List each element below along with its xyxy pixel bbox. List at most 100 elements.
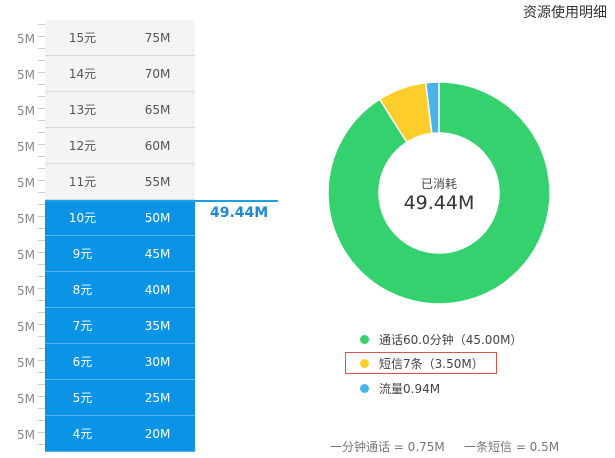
tier-data-amount: 70M bbox=[144, 66, 171, 81]
tier-price: 4元 bbox=[72, 427, 93, 441]
tier-row: 8元 40M bbox=[45, 272, 195, 308]
scale-label: 5M bbox=[17, 428, 35, 442]
scale-tick bbox=[38, 432, 46, 433]
tier-data-amount: 30M bbox=[144, 354, 171, 369]
scale-tick bbox=[38, 276, 46, 277]
scale-tick bbox=[38, 324, 46, 325]
donut-slice bbox=[424, 82, 440, 135]
tier-data-amount: 50M bbox=[144, 210, 171, 225]
scale-tick bbox=[38, 132, 46, 133]
scale-tick bbox=[38, 264, 46, 265]
usage-donut-chart bbox=[328, 82, 550, 304]
legend-label: 流量0.94M bbox=[379, 381, 441, 396]
tier-data-amount: 20M bbox=[144, 426, 171, 441]
scale-tick bbox=[38, 84, 46, 85]
donut-center-value: 49.44M bbox=[403, 192, 475, 214]
tier-row: 13元 65M bbox=[45, 92, 195, 128]
footnote-sms-rate: 一条短信 = 0.5M bbox=[464, 440, 560, 454]
scale-label: 5M bbox=[17, 248, 35, 262]
tier-row: 6元 30M bbox=[45, 344, 195, 380]
tier-price: 5元 bbox=[72, 391, 93, 405]
scale-tick bbox=[38, 36, 46, 37]
tier-row: 12元 60M bbox=[45, 128, 195, 164]
scale-tick bbox=[38, 288, 46, 289]
scale-tick bbox=[38, 372, 46, 373]
tier-price: 10元 bbox=[68, 211, 97, 225]
scale-tick bbox=[38, 312, 46, 313]
legend-item: 短信7条（3.50M） bbox=[360, 354, 484, 372]
scale-tick bbox=[38, 24, 46, 25]
tier-row: 15元 75M bbox=[45, 20, 195, 56]
donut-center-label: 已消耗 bbox=[420, 177, 457, 191]
legend-label: 短信7条（3.50M） bbox=[379, 356, 484, 371]
scale-label: 5M bbox=[17, 212, 35, 226]
scale-tick bbox=[38, 192, 46, 193]
tier-row: 9元 45M bbox=[45, 236, 195, 272]
scale-tick bbox=[38, 300, 46, 301]
tier-data-amount: 60M bbox=[144, 138, 171, 153]
tier-data-amount: 35M bbox=[144, 318, 171, 333]
tier-row: 14元 70M bbox=[45, 56, 195, 92]
scale-label: 5M bbox=[17, 320, 35, 334]
tier-price: 9元 bbox=[72, 247, 93, 261]
tier-row: 4元 20M bbox=[45, 416, 195, 452]
tier-data-amount: 40M bbox=[144, 282, 171, 297]
tier-row: 10元 50M bbox=[45, 200, 195, 236]
scale-tick bbox=[38, 408, 46, 409]
scale-label: 5M bbox=[17, 68, 35, 82]
legend-dot-icon bbox=[360, 334, 369, 344]
scale-label: 5M bbox=[17, 392, 35, 406]
tier-price: 8元 bbox=[72, 283, 93, 297]
tier-price: 11元 bbox=[68, 175, 97, 189]
scale-tick bbox=[38, 216, 46, 217]
usage-marker-line bbox=[45, 200, 278, 202]
tier-table: 15元 75M 14元 70M 13元 65M 12元 60M 11元 55M 10元 50M 9元 45… bbox=[45, 20, 195, 452]
scale-label: 5M bbox=[17, 176, 35, 190]
scale-tick bbox=[38, 204, 46, 205]
legend-item: 通话60.0分钟（45.00M） bbox=[360, 330, 522, 348]
tier-price: 13元 bbox=[68, 103, 97, 117]
scale-tick bbox=[38, 108, 46, 109]
scale-tick bbox=[38, 240, 46, 241]
scale-tick bbox=[38, 420, 46, 421]
scale-tick bbox=[38, 96, 46, 97]
tier-row: 11元 55M bbox=[45, 164, 195, 200]
usage-marker-value: 49.44M bbox=[210, 205, 269, 221]
scale-tick bbox=[38, 384, 46, 385]
footnote-call-rate: 一分钟通话 = 0.75M bbox=[330, 440, 445, 454]
legend-highlight-box bbox=[345, 352, 497, 374]
tier-price: 6元 bbox=[72, 355, 93, 369]
scale-tick bbox=[38, 348, 46, 349]
scale-tick bbox=[38, 156, 46, 157]
tier-data-amount: 75M bbox=[144, 30, 171, 45]
tier-price: 15元 bbox=[68, 31, 97, 45]
tier-row: 5元 25M bbox=[45, 380, 195, 416]
scale-tick bbox=[38, 336, 46, 337]
scale-tick bbox=[38, 396, 46, 397]
tier-data-amount: 65M bbox=[144, 102, 171, 117]
scale-tick bbox=[38, 120, 46, 121]
legend-item: 流量0.94M bbox=[360, 379, 440, 397]
scale-label: 5M bbox=[17, 32, 35, 46]
scale-label: 5M bbox=[17, 104, 35, 118]
tier-price: 7元 bbox=[72, 319, 93, 333]
scale-tick bbox=[38, 228, 46, 229]
donut-slice bbox=[328, 82, 550, 304]
scale-tick bbox=[38, 72, 46, 73]
scale-tick bbox=[38, 252, 46, 253]
tier-price: 12元 bbox=[68, 139, 97, 153]
scale-tick bbox=[38, 144, 46, 145]
scale-label: 5M bbox=[17, 140, 35, 154]
legend-label: 通话60.0分钟（45.00M） bbox=[379, 332, 523, 347]
tier-data-amount: 45M bbox=[144, 246, 171, 261]
tier-price: 14元 bbox=[68, 67, 97, 81]
legend-dot-icon bbox=[360, 383, 369, 393]
tier-data-amount: 25M bbox=[144, 390, 171, 405]
scale-tick bbox=[38, 168, 46, 169]
scale-label: 5M bbox=[17, 356, 35, 370]
scale-label: 5M bbox=[17, 284, 35, 298]
scale-tick bbox=[38, 180, 46, 181]
page-title: 资源使用明细 bbox=[523, 5, 607, 21]
scale-tick bbox=[38, 48, 46, 49]
legend-dot-icon bbox=[360, 358, 369, 368]
